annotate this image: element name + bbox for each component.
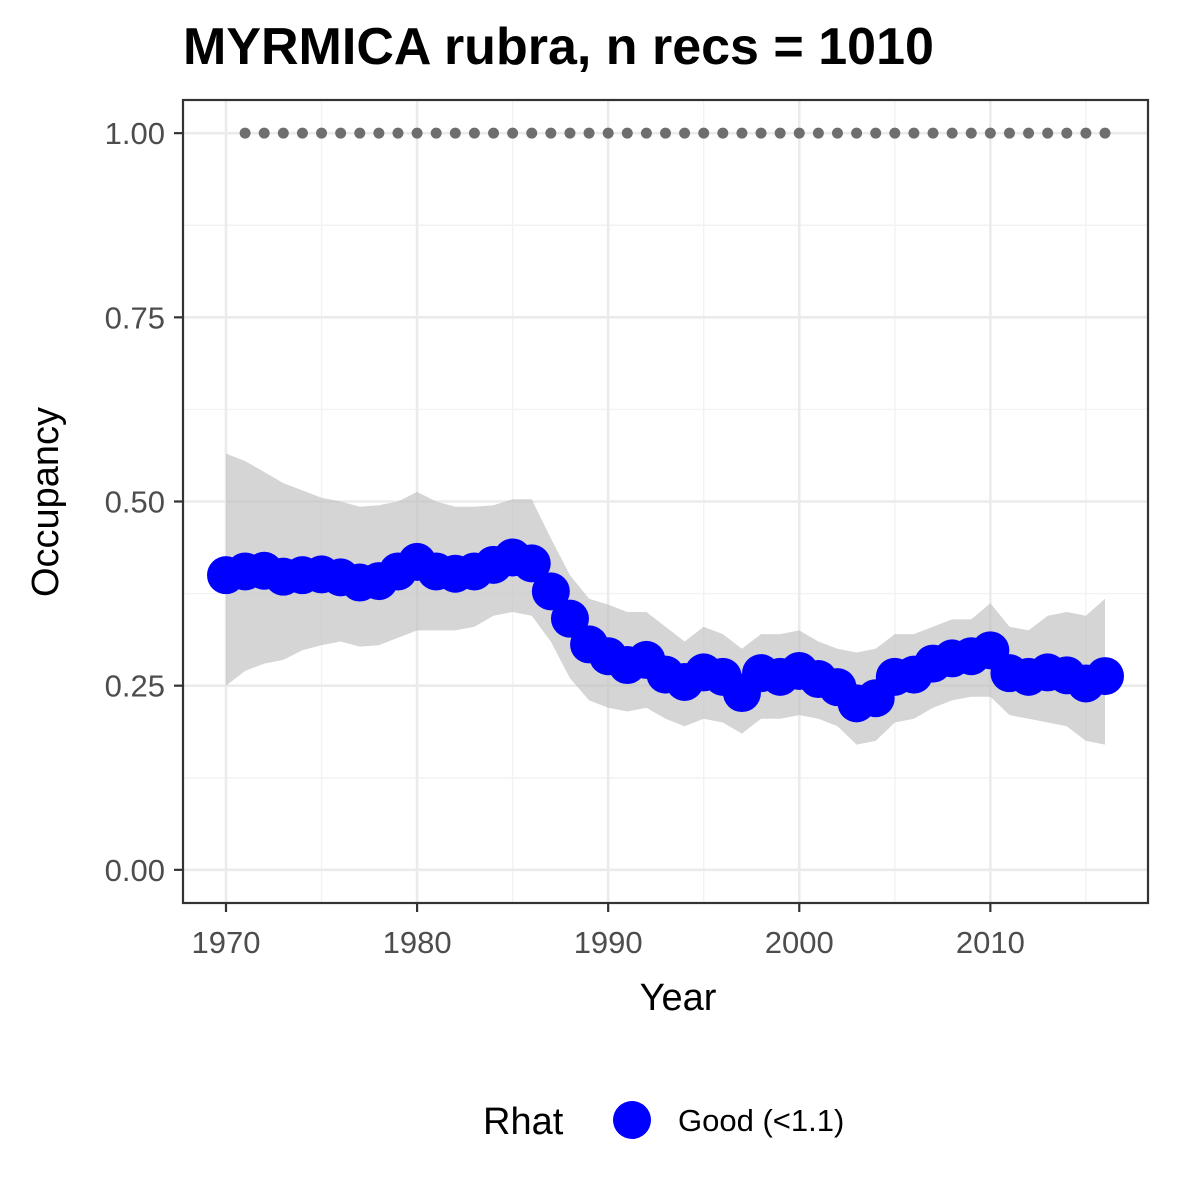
reference-dot — [583, 127, 595, 139]
reference-dot — [1099, 127, 1111, 139]
y-tick-label: 0.00 — [105, 853, 165, 888]
legend-label-good: Good (<1.1) — [678, 1103, 844, 1138]
x-axis-title: Year — [640, 977, 717, 1019]
reference-dot — [602, 127, 614, 139]
chart-title: MYRMICA rubra, n recs = 1010 — [183, 18, 934, 76]
x-tick-label: 1970 — [192, 925, 261, 960]
reference-dot — [774, 127, 786, 139]
reference-dot — [736, 127, 748, 139]
data-point — [531, 572, 570, 611]
x-axis-ticks: 1970 1980 1990 2000 2010 — [192, 903, 1025, 960]
legend-key-good — [613, 1101, 651, 1139]
data-point — [512, 544, 551, 583]
reference-dot — [831, 127, 843, 139]
reference-dot — [392, 127, 404, 139]
reference-dot — [258, 127, 270, 139]
reference-dot — [507, 127, 519, 139]
reference-dot — [564, 127, 576, 139]
reference-dot — [755, 127, 767, 139]
reference-dot — [373, 127, 385, 139]
reference-dot — [984, 127, 996, 139]
reference-dot — [526, 127, 538, 139]
reference-dot — [1042, 127, 1054, 139]
reference-dot — [660, 127, 671, 139]
x-tick-label: 1990 — [574, 925, 643, 960]
data-point — [1086, 657, 1125, 696]
reference-dot — [1023, 127, 1035, 139]
y-tick-label: 0.25 — [105, 669, 165, 704]
reference-dot — [545, 127, 557, 139]
reference-dot — [468, 127, 480, 139]
reference-dot — [889, 127, 901, 139]
reference-dot — [1080, 127, 1092, 139]
y-axis-title: Occupancy — [25, 407, 67, 597]
series-points-group — [206, 538, 1125, 723]
reference-dot — [335, 127, 347, 139]
legend-title: Rhat — [483, 1101, 564, 1143]
y-tick-label: 0.50 — [105, 485, 165, 520]
reference-dot — [1003, 127, 1015, 139]
reference-dot — [965, 127, 977, 139]
reference-dot — [316, 127, 328, 139]
reference-dot — [908, 127, 920, 139]
reference-dot — [354, 127, 366, 139]
reference-dot — [449, 127, 461, 139]
reference-dots-group — [239, 127, 1111, 139]
reference-dot — [1061, 127, 1073, 139]
reference-dot — [488, 127, 500, 139]
reference-dot — [793, 127, 805, 139]
reference-dot — [640, 127, 652, 139]
y-tick-label: 0.75 — [105, 300, 165, 335]
reference-dot — [411, 127, 423, 139]
x-tick-label: 2000 — [765, 925, 834, 960]
reference-dot — [717, 127, 729, 139]
reference-dot — [698, 127, 710, 139]
legend: Rhat Good (<1.1) — [483, 1101, 844, 1143]
reference-dot — [679, 127, 691, 139]
reference-dot — [812, 127, 824, 139]
x-tick-label: 1980 — [383, 925, 452, 960]
x-tick-label: 2010 — [956, 925, 1025, 960]
reference-dot — [277, 127, 289, 139]
reference-dot — [621, 127, 633, 139]
reference-dot — [296, 127, 308, 139]
reference-dot — [239, 127, 251, 139]
reference-dot — [430, 127, 442, 139]
reference-dot — [927, 127, 939, 139]
reference-dot — [870, 127, 882, 139]
y-tick-label: 1.00 — [105, 116, 165, 151]
y-axis-ticks: 0.00 0.25 0.50 0.75 1.00 — [105, 116, 183, 888]
reference-dot — [851, 127, 863, 139]
reference-dot — [946, 127, 958, 139]
